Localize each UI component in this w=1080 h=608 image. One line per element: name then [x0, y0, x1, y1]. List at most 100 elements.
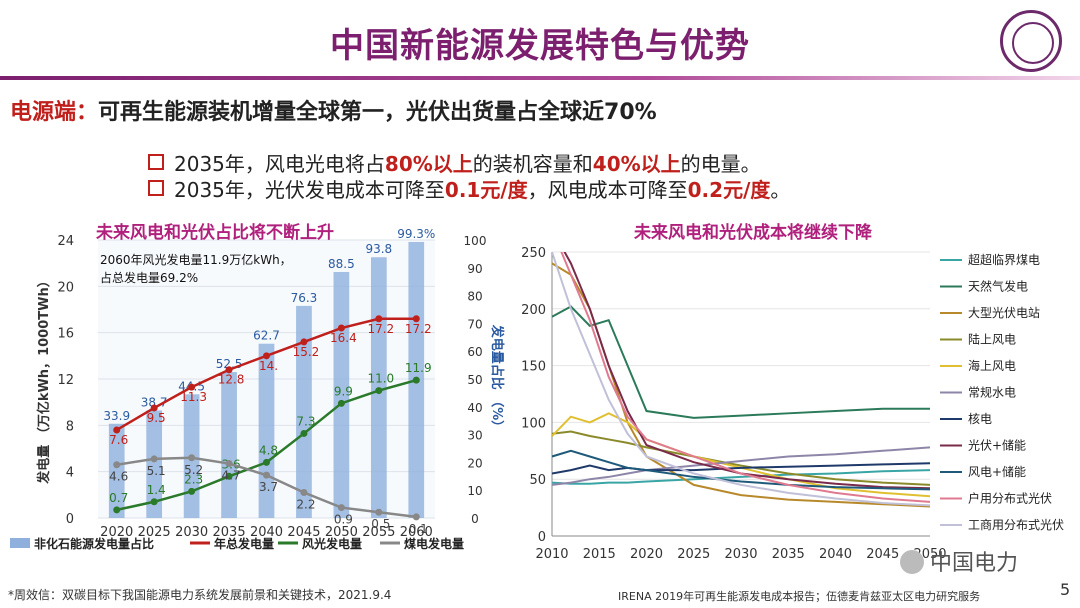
x-tick-label: 2035 [772, 547, 805, 562]
x-tick-label: 2030 [724, 547, 757, 562]
x-tick-label: 2060 [400, 525, 433, 540]
series-point [375, 508, 383, 516]
page-number: 5 [1060, 580, 1071, 599]
watermark-text: 中国电力 [930, 551, 1019, 576]
legend-swatch [10, 538, 30, 548]
y-tick-label: 16 [57, 327, 74, 342]
legend-label: 风电+储能 [968, 464, 1026, 479]
series-point [300, 338, 308, 346]
legend-label: 陆上风电 [968, 332, 1016, 347]
y-tick-label: 0 [538, 530, 546, 545]
x-tick-label: 2020 [630, 547, 663, 562]
legend-label: 大型光伏电站 [968, 306, 1040, 320]
legend-label: 煤电发电量 [404, 536, 464, 551]
series-point [113, 506, 121, 514]
bullet-highlight: 80%以上 [384, 152, 473, 176]
cost-chart: 0 50 100 150 200 250 2010 2015 2020 2025 2030 2035 2… [521, 246, 1064, 562]
bullet-1: 2035年，风电光电将占80%以上的装机容量和40%以上的电量。 [148, 148, 761, 177]
series-line [552, 430, 930, 486]
series-point [337, 324, 345, 332]
x-tick-label: 2045 [287, 525, 320, 540]
y2-tick-label: 60 [467, 345, 482, 359]
series-point [113, 461, 121, 469]
legend-label: 年总发电量 [214, 536, 274, 551]
series-point [150, 455, 158, 463]
university-seal-logo [1000, 10, 1062, 72]
y2-tick-label: 20 [467, 456, 482, 470]
point-label: 0.7 [109, 491, 128, 505]
series-point [263, 352, 270, 360]
y-tick-label: 250 [521, 246, 546, 261]
y2-tick-label: 50 [467, 373, 482, 387]
y2-tick-label: 70 [467, 317, 482, 331]
legend-label: 常规水电 [968, 385, 1016, 400]
legend-label: 风光发电量 [302, 536, 362, 551]
series-point [412, 376, 420, 384]
y2-tick-label: 40 [467, 401, 482, 415]
legend-label: 核电 [968, 412, 992, 426]
point-label: 1.4 [147, 483, 166, 497]
point-label: 11.3 [180, 390, 207, 404]
legend-label: 天然气发电 [968, 279, 1028, 294]
series-point [150, 404, 158, 412]
point-label: 14. [259, 359, 278, 373]
subtitle-text: 可再生能源装机增量全球第一，光伏出货量占全球近70% [98, 100, 657, 125]
legend-label: 非化石能源发电量占比 [34, 536, 154, 551]
point-label: 0.1 [409, 522, 428, 536]
seal-inner-ring [1012, 22, 1054, 64]
y2-tick-label: 30 [467, 429, 482, 443]
y-tick-label: 4 [66, 466, 74, 481]
bar-label: 38.7 [141, 395, 168, 409]
bullet-text: 。 [770, 178, 791, 202]
y-tick-label: 24 [57, 234, 74, 249]
bar [108, 423, 125, 518]
series-point [188, 487, 196, 495]
y2-axis-title: 发电量占比 （%） [489, 324, 505, 434]
point-label: 15.2 [293, 345, 320, 359]
y2-tick-label: 80 [467, 290, 482, 304]
bar-label: 93.8 [365, 242, 392, 256]
series-point [263, 458, 270, 466]
x-tick-label: 2015 [583, 547, 616, 562]
bar-label: 76.3 [291, 291, 318, 305]
point-label: 5.1 [147, 464, 166, 478]
annotation-line: 2060年风光发电量11.9万亿kWh， [100, 252, 292, 267]
x-tick-label: 2030 [175, 525, 208, 540]
bar [333, 271, 350, 518]
series-point [225, 460, 233, 468]
point-label: 4.8 [259, 443, 278, 457]
point-label: 11.0 [367, 372, 394, 386]
footer-source-right: IRENA 2019年可再生能源发电成本报告；伍德麦肯兹亚太区电力研究服务 [618, 590, 981, 603]
legend-label: 光伏+储能 [968, 438, 1026, 453]
series-point [300, 489, 308, 497]
series-point [375, 387, 383, 395]
legend-label: 超超临界煤电 [968, 252, 1040, 267]
bar-label: 33.9 [103, 409, 130, 423]
title-divider [0, 76, 1080, 80]
x-tick-label: 2025 [138, 525, 171, 540]
bullet-2: 2035年，光伏发电成本可降至0.1元/度，风电成本可降至0.2元/度。 [148, 174, 790, 203]
page-title: 中国新能源发展特色与优势 [330, 26, 750, 66]
series-point [225, 472, 233, 480]
point-label: 12.8 [218, 373, 245, 387]
series-point [412, 315, 420, 323]
bullet-highlight: 0.2元/度 [687, 178, 771, 202]
bar-label: 88.5 [328, 257, 355, 271]
x-tick-label: 2040 [819, 547, 852, 562]
series-line [552, 469, 930, 485]
x-tick-label: 2010 [535, 547, 568, 562]
series-line [552, 412, 930, 498]
series-point [375, 315, 383, 323]
subtitle-prefix: 电源端： [10, 100, 99, 125]
series-point [113, 426, 121, 434]
point-label: 3.7 [259, 480, 278, 494]
series-point [188, 454, 196, 462]
bullet-square-icon [148, 180, 164, 196]
point-label: 0.9 [334, 513, 353, 527]
bullet-highlight: 0.1元/度 [444, 178, 528, 202]
y-tick-label: 150 [521, 360, 546, 375]
y2-tick-label: 0 [471, 512, 479, 526]
point-label: 9.9 [334, 384, 353, 398]
point-label: 17.2 [405, 322, 432, 336]
